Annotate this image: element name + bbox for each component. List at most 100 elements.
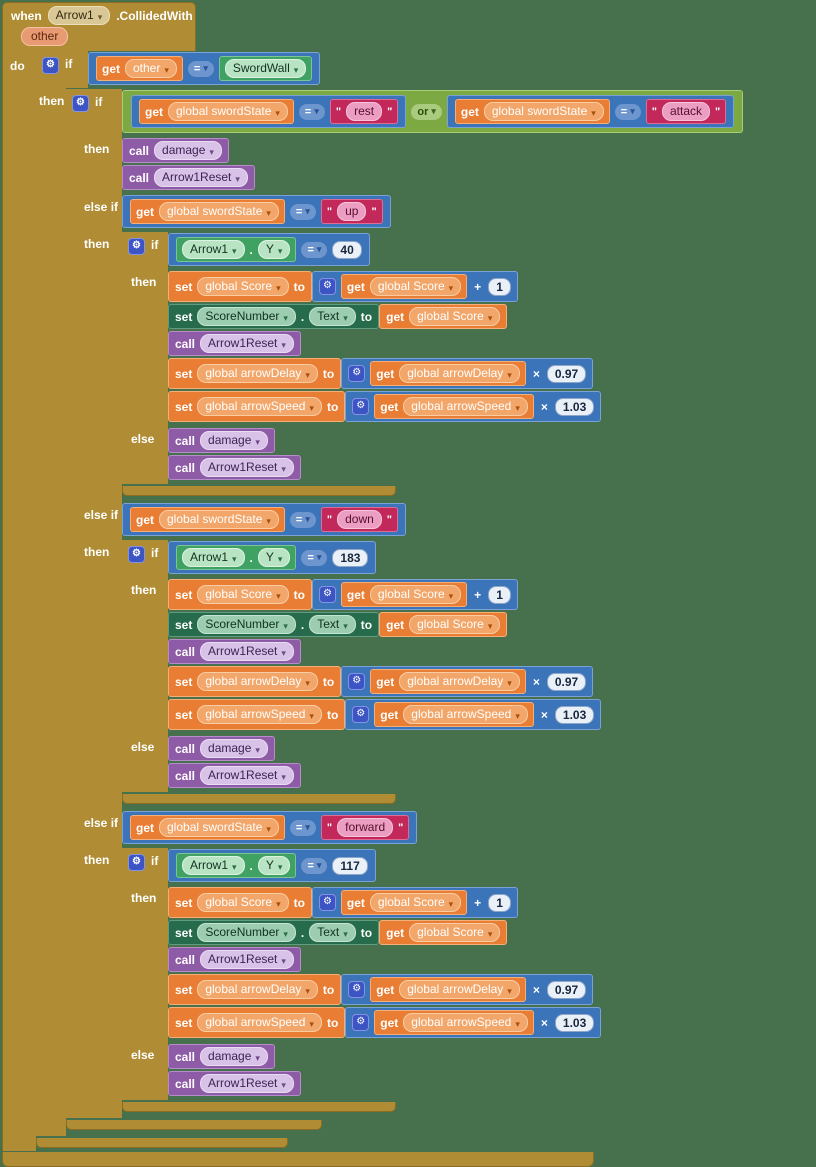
variable-dropdown[interactable]: global Score (197, 893, 289, 912)
call-arrow1reset-block[interactable]: call Arrow1Reset (168, 1071, 301, 1096)
get-global-swordstate-block[interactable]: get global swordState (139, 99, 294, 124)
get-global-arrowdelay-block[interactable]: get global arrowDelay (370, 361, 526, 386)
mutator-gear-icon[interactable] (72, 95, 89, 112)
number-field[interactable]: 0.97 (546, 980, 587, 999)
string-value-field[interactable]: down (337, 510, 382, 529)
variable-dropdown[interactable]: global arrowSpeed (197, 1013, 322, 1032)
mutator-gear-icon[interactable] (352, 1014, 370, 1031)
mutator-gear-icon[interactable] (348, 673, 366, 690)
call-damage-block[interactable]: call damage (168, 1044, 275, 1069)
then-label[interactable]: then (122, 269, 168, 426)
mutator-gear-icon[interactable] (352, 706, 370, 723)
comparison-operator-dropdown[interactable]: = (301, 549, 328, 566)
equals-condition-block[interactable]: Arrow1 . Y (168, 849, 376, 882)
then-label[interactable]: then (66, 231, 122, 502)
procedure-dropdown[interactable]: damage (200, 1047, 268, 1066)
math-add-block[interactable]: get global Score + 1 (311, 271, 518, 302)
component-dropdown[interactable]: Arrow1 (182, 856, 245, 875)
get-global-swordstate-block[interactable]: get global swordState (130, 507, 285, 532)
comparison-operator-dropdown[interactable]: = (289, 819, 316, 836)
comparison-operator-dropdown[interactable]: = (187, 60, 214, 77)
equals-condition-block[interactable]: get other = SwordWall (88, 52, 321, 85)
block-bottom-edge[interactable] (122, 1102, 396, 1112)
variable-dropdown[interactable]: global Score (369, 277, 462, 296)
text-string-block[interactable]: " rest " (329, 99, 399, 124)
get-global-arrowspeed-block[interactable]: get global arrowSpeed (374, 702, 534, 727)
variable-dropdown[interactable]: global arrowDelay (399, 672, 520, 691)
block-bottom-edge[interactable] (66, 1120, 322, 1130)
get-global-score-block[interactable]: get global Score (379, 612, 508, 637)
procedure-dropdown[interactable]: Arrow1Reset (200, 950, 294, 969)
comparison-operator-dropdown[interactable]: = (289, 511, 316, 528)
set-global-score-block[interactable]: set global Score to (168, 271, 312, 302)
call-arrow1reset-block[interactable]: call Arrow1Reset (168, 639, 301, 664)
then-label[interactable]: then (122, 885, 168, 1042)
get-global-score-block[interactable]: get global Score (340, 274, 468, 299)
set-global-arrowdelay-block[interactable]: set global arrowDelay to (168, 974, 342, 1005)
number-field[interactable]: 1 (488, 893, 511, 912)
variable-dropdown[interactable]: global Score (409, 923, 501, 942)
number-field[interactable]: 1 (488, 585, 511, 604)
get-global-arrowspeed-block[interactable]: get global arrowSpeed (374, 394, 534, 419)
equals-condition-block[interactable]: get global swordState = (122, 503, 407, 536)
mutator-gear-icon[interactable] (352, 398, 370, 415)
get-global-arrowspeed-block[interactable]: get global arrowSpeed (374, 1010, 534, 1035)
number-field[interactable]: 1 (488, 277, 511, 296)
procedure-dropdown[interactable]: Arrow1Reset (200, 458, 294, 477)
outer-if-block[interactable]: if get other = (36, 51, 744, 1151)
variable-dropdown[interactable]: other (125, 59, 177, 78)
logic-operator-dropdown[interactable]: or (411, 103, 442, 120)
mutator-gear-icon[interactable] (42, 57, 59, 74)
arrow-y-if-block[interactable]: if Arrow1 (122, 848, 602, 1115)
set-global-score-block[interactable]: set global Score to (168, 887, 312, 918)
mutator-gear-icon[interactable] (128, 238, 145, 255)
variable-dropdown[interactable]: global swordState (483, 102, 604, 121)
equals-condition-block[interactable]: get global swordState = (131, 95, 407, 128)
property-dropdown[interactable]: Text (309, 923, 356, 942)
event-block-header[interactable]: when Arrow1 .CollidedWith other (2, 2, 196, 51)
number-field[interactable]: 1.03 (554, 397, 595, 416)
number-field[interactable]: 0.97 (546, 672, 587, 691)
then-label[interactable]: then (122, 577, 168, 734)
math-multiply-block[interactable]: get global arrowSpeed × 1.03 (345, 699, 602, 730)
block-bottom-edge[interactable] (2, 1152, 594, 1167)
arrow1-y-property-block[interactable]: Arrow1 . Y (176, 853, 297, 878)
else-if-label[interactable]: else if (66, 194, 122, 231)
equals-condition-block[interactable]: Arrow1 . Y (168, 541, 377, 574)
number-field[interactable]: 117 (332, 856, 368, 875)
swordwall-component-block[interactable]: SwordWall (218, 56, 313, 81)
get-global-score-block[interactable]: get global Score (379, 304, 508, 329)
math-multiply-block[interactable]: get global arrowDelay × 0.97 (341, 974, 594, 1005)
procedure-dropdown[interactable]: Arrow1Reset (200, 1074, 294, 1093)
arrow1-y-property-block[interactable]: Arrow1 . Y (176, 545, 297, 570)
component-dropdown[interactable]: Arrow1 (182, 240, 245, 259)
variable-dropdown[interactable]: global swordState (159, 202, 279, 221)
else-label[interactable]: else (122, 734, 168, 792)
text-string-block[interactable]: " attack " (645, 99, 727, 124)
call-arrow1reset-block[interactable]: call Arrow1Reset (168, 331, 301, 356)
set-global-score-block[interactable]: set global Score to (168, 579, 312, 610)
get-global-score-block[interactable]: get global Score (379, 920, 508, 945)
property-dropdown[interactable]: Y (257, 548, 291, 567)
variable-dropdown[interactable]: global arrowDelay (399, 980, 520, 999)
comparison-operator-dropdown[interactable]: = (614, 103, 641, 120)
set-scorenumber-text-block[interactable]: set ScoreNumber . Text (168, 920, 380, 945)
variable-dropdown[interactable]: global arrowDelay (197, 364, 318, 383)
block-bottom-edge[interactable] (36, 1138, 288, 1148)
set-global-arrowdelay-block[interactable]: set global arrowDelay to (168, 358, 342, 389)
variable-dropdown[interactable]: global swordState (159, 818, 279, 837)
variable-dropdown[interactable]: global Score (409, 615, 501, 634)
set-scorenumber-text-block[interactable]: set ScoreNumber . Text (168, 304, 380, 329)
variable-dropdown[interactable]: global Score (197, 277, 289, 296)
variable-dropdown[interactable]: global arrowSpeed (403, 397, 528, 416)
math-add-block[interactable]: get global Score + 1 (311, 887, 518, 918)
variable-dropdown[interactable]: global Score (369, 893, 462, 912)
variable-dropdown[interactable]: global Score (197, 585, 289, 604)
set-global-arrowdelay-block[interactable]: set global arrowDelay to (168, 666, 342, 697)
variable-dropdown[interactable]: global Score (409, 307, 501, 326)
then-label[interactable]: then (66, 539, 122, 810)
text-string-block[interactable]: " down " (320, 507, 399, 532)
math-add-block[interactable]: get global Score + 1 (311, 579, 518, 610)
string-value-field[interactable]: up (337, 202, 367, 221)
